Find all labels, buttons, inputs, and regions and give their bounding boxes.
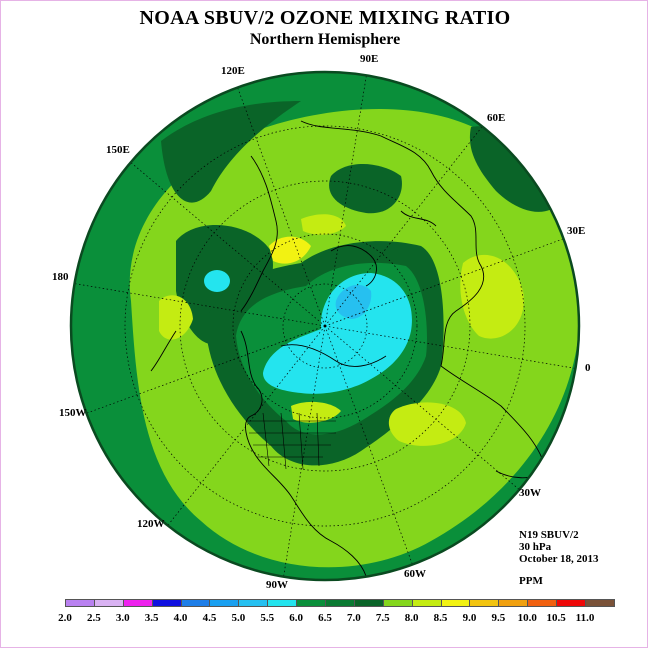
page-title: NOAA SBUV/2 OZONE MIXING RATIO <box>139 7 511 29</box>
level-label: 30 hPa <box>519 541 552 553</box>
highlight-region-west <box>159 295 193 340</box>
colorbar-swatch <box>353 599 384 607</box>
lon-label-180: 180 <box>52 271 69 283</box>
colorbar-swatch <box>151 599 182 607</box>
colorbar-swatch <box>556 599 586 607</box>
coastlines <box>150 120 547 577</box>
lon-label-150w: 150W <box>59 407 87 419</box>
yellow-region-north <box>269 236 311 264</box>
colorbar-tick-label: 9.5 <box>491 612 506 624</box>
dark-region-siberia <box>329 163 402 214</box>
colorbar-swatch <box>440 599 471 607</box>
lon-label-90w: 90W <box>266 579 288 591</box>
colorbar-swatch <box>238 599 269 607</box>
colorbar-tick-label: 9.0 <box>462 612 477 624</box>
lon-label-60e: 60E <box>487 112 506 124</box>
colorbar-tick-label: 8.5 <box>433 612 448 624</box>
highlight-region-south <box>388 402 466 446</box>
colorbar-tick-label: 4.5 <box>202 612 217 624</box>
colorbar-tick-label: 5.5 <box>260 612 275 624</box>
graticule <box>71 72 579 580</box>
colorbar-tick-label: 2.0 <box>58 612 72 624</box>
colorbar-swatch <box>209 599 240 607</box>
colorbar-swatch <box>65 599 95 607</box>
colorbar-tick-label: 7.5 <box>375 612 390 624</box>
units-label: PPM <box>519 575 543 587</box>
colorbar-swatch <box>325 599 355 607</box>
map-border <box>69 70 581 582</box>
colorbar-swatch <box>267 599 298 607</box>
colorbar-swatch <box>527 599 558 607</box>
colorbar-tick-label: 2.5 <box>87 612 101 624</box>
lon-label-150e: 150E <box>106 144 130 156</box>
dark-region-northwest <box>161 101 301 203</box>
colorbar-swatch <box>585 599 615 607</box>
date-label: October 18, 2013 <box>519 553 599 565</box>
colorbar-tick-label: 4.0 <box>173 612 188 624</box>
colorbar-tick-label: 3.5 <box>144 612 159 624</box>
colorbar-tick-label: 10.5 <box>546 612 566 624</box>
colorbar-swatch <box>469 599 500 607</box>
colorbar-tick-label: 5.0 <box>231 612 246 624</box>
colorbar-swatch <box>296 599 326 607</box>
lon-label-60w: 60W <box>404 568 426 580</box>
us-states-grid <box>246 412 336 470</box>
polar-vortex-region <box>263 273 412 394</box>
lon-label-0: 0 <box>585 362 591 374</box>
colorbar-tick-label: 10.0 <box>517 612 537 624</box>
colorbar-tick-label: 11.0 <box>575 612 595 624</box>
colorbar-swatch <box>93 599 124 607</box>
highlight-region-north <box>301 214 346 235</box>
colorbar-tick-label: 6.0 <box>289 612 303 624</box>
colorbar-tick-label: 7.0 <box>347 612 361 624</box>
colorbar-swatch <box>122 599 153 607</box>
dark-region-northeast <box>469 126 561 212</box>
colorbar: 2.0 2.5 3.0 3.5 4.0 4.5 5.0 5.5 6.0 6.5 7.0 7.5 8.0 8… <box>58 599 615 639</box>
cyan-spot-west <box>204 270 230 292</box>
colorbar-tick-label: 3.0 <box>115 612 130 624</box>
lon-label-30e: 30E <box>567 225 586 237</box>
lon-label-120w: 120W <box>137 518 165 530</box>
polar-vortex-core <box>335 284 372 319</box>
highlight-region-inner <box>291 401 341 423</box>
colorbar-swatch <box>382 599 413 607</box>
lon-label-30w: 30W <box>519 487 541 499</box>
lon-label-90e: 90E <box>360 53 379 65</box>
satellite-label: N19 SBUV/2 <box>519 529 579 541</box>
colorbar-swatch <box>180 599 211 607</box>
colorbar-tick-label: 6.5 <box>318 612 332 624</box>
ozone-field <box>71 72 579 580</box>
colorbar-swatch <box>498 599 529 607</box>
highlight-region-east <box>460 254 524 339</box>
page-subtitle: Northern Hemisphere <box>249 31 401 48</box>
colorbar-swatch <box>411 599 442 607</box>
colorbar-tick-label: 8.0 <box>404 612 419 624</box>
lon-label-120e: 120E <box>221 65 245 77</box>
